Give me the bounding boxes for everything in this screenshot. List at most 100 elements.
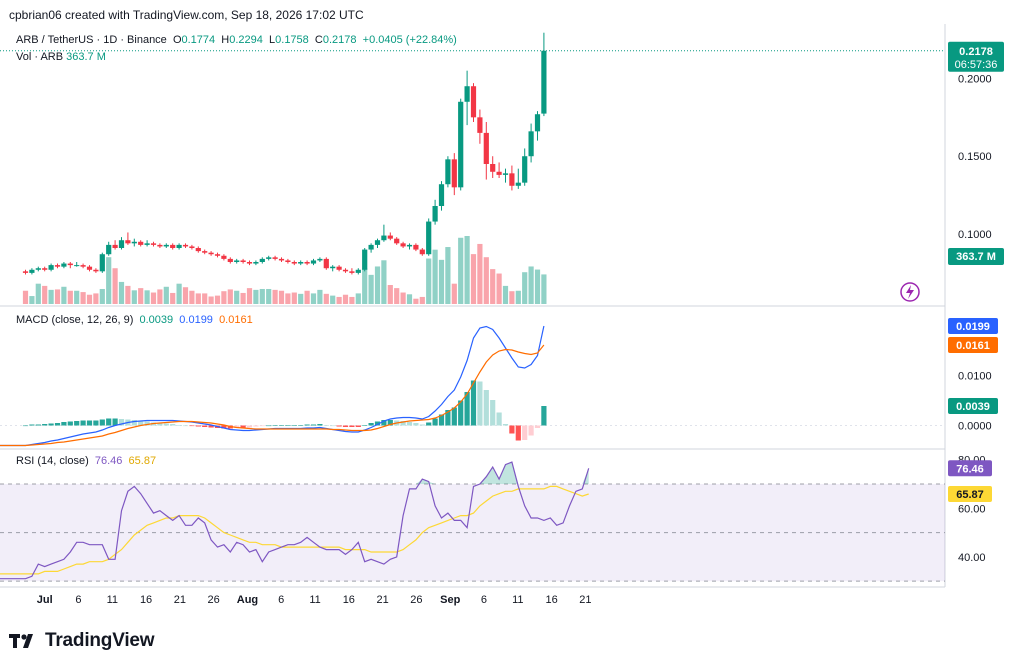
- candle-body: [477, 117, 483, 133]
- time-tick-label: 11: [512, 594, 523, 606]
- volume-legend[interactable]: Vol · ARB 363.7 M: [16, 51, 106, 63]
- macd-histogram-bar: [29, 424, 35, 426]
- macd-line: [0, 325, 545, 447]
- volume-bar: [426, 258, 432, 304]
- volume-bar: [240, 292, 246, 304]
- macd-histogram-bar: [86, 420, 93, 426]
- macd-histogram-bar: [298, 425, 304, 426]
- volume-bar: [368, 274, 374, 304]
- volume-bar: [35, 283, 41, 304]
- hist-value-badge: [948, 398, 998, 414]
- macd-histogram-bar: [118, 419, 125, 426]
- volume-bar: [272, 289, 278, 304]
- volume-bar: [490, 269, 496, 304]
- rsi-line: [0, 461, 590, 580]
- volume-bar: [266, 288, 272, 304]
- volume-bar: [234, 290, 240, 304]
- macd-pane[interactable]: [0, 325, 547, 447]
- volume-bar: [445, 247, 451, 304]
- time-tick-label: 11: [309, 594, 320, 606]
- macd-histogram-bar: [240, 425, 246, 428]
- candle-body: [336, 266, 342, 270]
- volume-bar: [413, 298, 419, 304]
- macd-histogram-bar: [163, 423, 169, 426]
- volume-bar: [150, 292, 157, 304]
- low-label: L: [269, 34, 276, 46]
- macd-histogram-bar: [451, 407, 457, 426]
- macd-histogram-bar: [483, 390, 489, 426]
- candle-body: [310, 260, 317, 264]
- candle-body: [80, 265, 86, 267]
- macd-histogram-bar: [458, 400, 464, 426]
- volume-bar: [419, 296, 425, 304]
- candle-body: [323, 258, 329, 269]
- macd-histogram-bar: [246, 425, 253, 428]
- macd-legend[interactable]: MACD (close, 12, 26, 9) 0.0039 0.0199 0.…: [16, 314, 253, 326]
- candle-body: [298, 262, 304, 264]
- macd-histogram-bar: [106, 418, 112, 426]
- candle-body: [157, 244, 163, 247]
- volume-bar: [74, 290, 80, 304]
- last-price-label: 0.2178: [959, 46, 993, 58]
- close-value: 0.2178: [322, 34, 357, 46]
- time-axis[interactable]: Jul 6 11 16 21 26 Aug 6 11 16 21 26 Sep 6 11 16 21: [37, 594, 592, 606]
- rsi-value: 76.46: [94, 455, 123, 467]
- candle-body: [534, 114, 541, 132]
- symbol-legend[interactable]: ARB / TetherUS · 1D · Binance O0.1774 H0…: [16, 34, 457, 46]
- volume-value: 363.7 M: [66, 51, 106, 63]
- candle-body: [432, 206, 438, 222]
- candle-body: [438, 184, 445, 206]
- close-label: C: [314, 34, 323, 46]
- volume-bar: [125, 285, 131, 304]
- macd-histogram-bar: [285, 425, 291, 426]
- candle-body: [272, 257, 278, 259]
- volume-bar: [176, 283, 182, 304]
- volume-bar: [189, 290, 195, 304]
- high-value: 0.2294: [229, 34, 263, 46]
- volume-bar: [54, 289, 61, 304]
- candle-body: [285, 260, 291, 262]
- tradingview-logo[interactable]: TradingView: [9, 630, 155, 652]
- hist-value-badge-label: 0.0039: [956, 401, 990, 413]
- volume-bar: [534, 269, 541, 304]
- macd-histogram-bar: [387, 420, 393, 426]
- macd-histogram-bar: [419, 424, 425, 426]
- volume-bar: [195, 293, 201, 304]
- candle-body: [522, 156, 528, 183]
- brand-name: TradingView: [45, 630, 155, 651]
- volume-bar: [502, 285, 509, 304]
- volume-bar: [202, 293, 208, 304]
- rsi-pane[interactable]: [0, 461, 945, 582]
- macd-histogram-bar: [93, 420, 99, 426]
- rsi-legend[interactable]: RSI (14, close) 76.46 65.87: [16, 455, 156, 467]
- volume-bar: [515, 290, 521, 304]
- macd-tick-label: 0.0000: [958, 421, 992, 433]
- candle-body: [208, 252, 214, 255]
- volume-bar: [304, 290, 310, 304]
- candle-body: [54, 265, 61, 267]
- volume-bar: [48, 289, 54, 304]
- price-pane[interactable]: [0, 32, 945, 275]
- time-tick-label: 6: [481, 594, 487, 606]
- volume-bar: [246, 288, 253, 304]
- macd-histogram-bar: [509, 425, 515, 434]
- candle-body: [394, 238, 400, 244]
- tradingview-logo-icon: [9, 634, 33, 648]
- volume-bar: [291, 292, 297, 304]
- volume-bar: [330, 295, 336, 304]
- candle-body: [48, 265, 54, 270]
- macd-histogram-bar: [323, 425, 329, 426]
- rsi-tick-label: 60.00: [958, 503, 986, 515]
- candle-body: [374, 240, 381, 245]
- volume-bar: [451, 283, 457, 304]
- volume-badge-label: 363.7 M: [956, 251, 996, 263]
- candle-body: [74, 265, 80, 267]
- candle-body: [240, 260, 246, 262]
- macd-histogram-bar: [291, 425, 297, 426]
- last-price-badge: [948, 41, 1004, 72]
- candle-body: [29, 269, 35, 273]
- time-tick-label: 16: [140, 594, 152, 606]
- symbol-name[interactable]: ARB / TetherUS · 1D · Binance: [16, 34, 167, 46]
